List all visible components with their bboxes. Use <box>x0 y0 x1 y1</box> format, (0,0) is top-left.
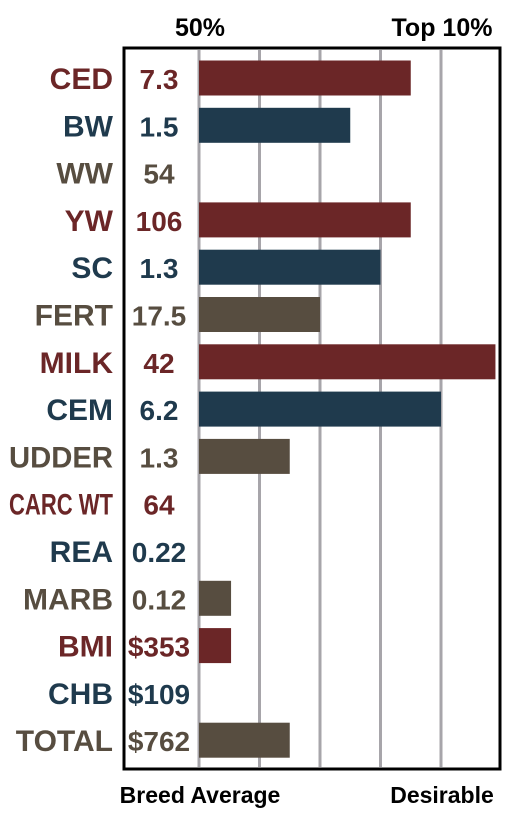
bar-yw <box>199 202 411 238</box>
value-label-milk: 42 <box>143 348 174 379</box>
value-label-fert: 17.5 <box>132 301 187 332</box>
chart-frame <box>122 46 502 771</box>
trait-label-ww: WW <box>56 158 113 191</box>
bar-bw <box>199 107 351 143</box>
labels: CED 7.3 BW 1.5 WW 54 YW 106 SC 1.3 FERT 17.5 MILK 42 C… <box>9 63 190 758</box>
value-label-carc-wt: 64 <box>143 490 175 521</box>
bar-sc <box>199 249 381 285</box>
value-label-rea: 0.22 <box>132 537 187 568</box>
value-label-total: $762 <box>128 726 190 757</box>
top-label-50-percent: 50% <box>175 14 225 42</box>
value-label-bmi: $353 <box>128 632 190 663</box>
value-label-udder: 1.3 <box>140 442 179 473</box>
trait-label-fert: FERT <box>35 300 113 333</box>
value-label-ww: 54 <box>143 159 175 190</box>
top-label-top-10-percent: Top 10% <box>392 14 493 42</box>
bottom-label-breed-average: Breed Average <box>120 782 281 808</box>
bar-bmi <box>199 628 232 664</box>
value-label-yw: 106 <box>136 206 183 237</box>
value-label-ced: 7.3 <box>140 64 179 95</box>
trait-label-cem: CEM <box>46 394 113 427</box>
trait-label-chb: CHB <box>48 678 113 711</box>
trait-label-carc-wt: CARC WT <box>9 489 113 522</box>
bar-total <box>199 722 290 758</box>
value-label-bw: 1.5 <box>140 111 179 142</box>
trait-label-bw: BW <box>63 110 114 143</box>
trait-label-sc: SC <box>71 252 113 285</box>
value-label-sc: 1.3 <box>140 253 179 284</box>
trait-label-bmi: BMI <box>58 631 113 664</box>
trait-label-yw: YW <box>65 205 114 238</box>
value-label-cem: 6.2 <box>140 395 179 426</box>
bar-fert <box>199 297 320 332</box>
bottom-label-desirable: Desirable <box>390 782 494 808</box>
trait-label-udder: UDDER <box>9 441 113 474</box>
bar-ced <box>199 60 411 96</box>
bars <box>199 60 496 758</box>
bar-udder <box>199 438 290 474</box>
bar-milk <box>199 344 496 380</box>
value-label-chb: $109 <box>128 679 190 710</box>
trait-label-ced: CED <box>50 63 113 96</box>
bar-cem <box>199 391 441 427</box>
value-label-marb: 0.12 <box>132 584 187 615</box>
trait-label-milk: MILK <box>40 347 114 380</box>
trait-label-total: TOTAL <box>16 725 113 758</box>
trait-label-rea: REA <box>50 536 113 569</box>
bar-marb <box>199 580 232 616</box>
trait-label-marb: MARB <box>23 583 113 616</box>
